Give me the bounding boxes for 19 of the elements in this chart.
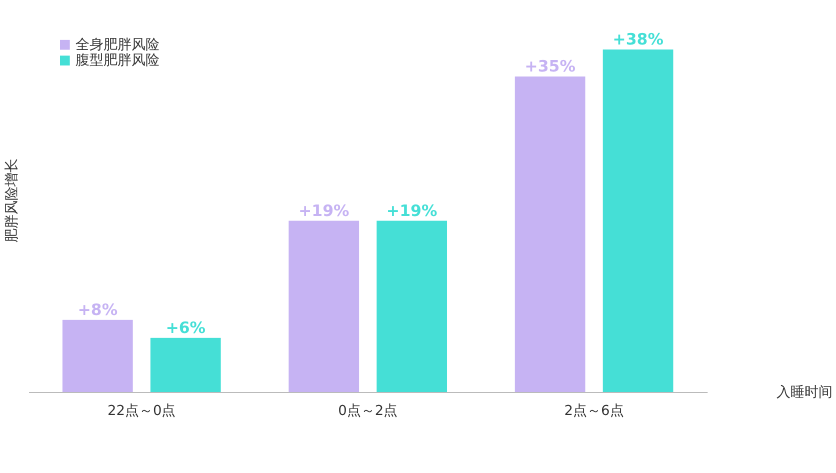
data-label: +19% bbox=[386, 200, 438, 220]
bar bbox=[288, 220, 360, 392]
x-tick-label: 0点～2点 bbox=[338, 403, 398, 420]
bar bbox=[602, 50, 674, 392]
bar bbox=[514, 76, 586, 392]
legend-label: 全身肥胖风险 bbox=[76, 36, 160, 53]
data-label: +35% bbox=[524, 56, 576, 76]
x-axis-title: 入睡时间 bbox=[776, 384, 832, 400]
bar bbox=[376, 220, 448, 392]
y-axis-title: 肥胖风险增长 bbox=[4, 158, 20, 243]
bar bbox=[62, 320, 133, 392]
data-label: +38% bbox=[612, 30, 664, 49]
data-label: +19% bbox=[298, 200, 350, 220]
bar bbox=[150, 338, 221, 392]
data-label: +6% bbox=[166, 318, 206, 338]
x-tick-label: 2点～6点 bbox=[564, 403, 624, 420]
legend-label: 腹型肥胖风险 bbox=[76, 52, 160, 68]
data-label: +8% bbox=[78, 300, 118, 319]
x-tick-label: 22点～0点 bbox=[108, 403, 176, 420]
